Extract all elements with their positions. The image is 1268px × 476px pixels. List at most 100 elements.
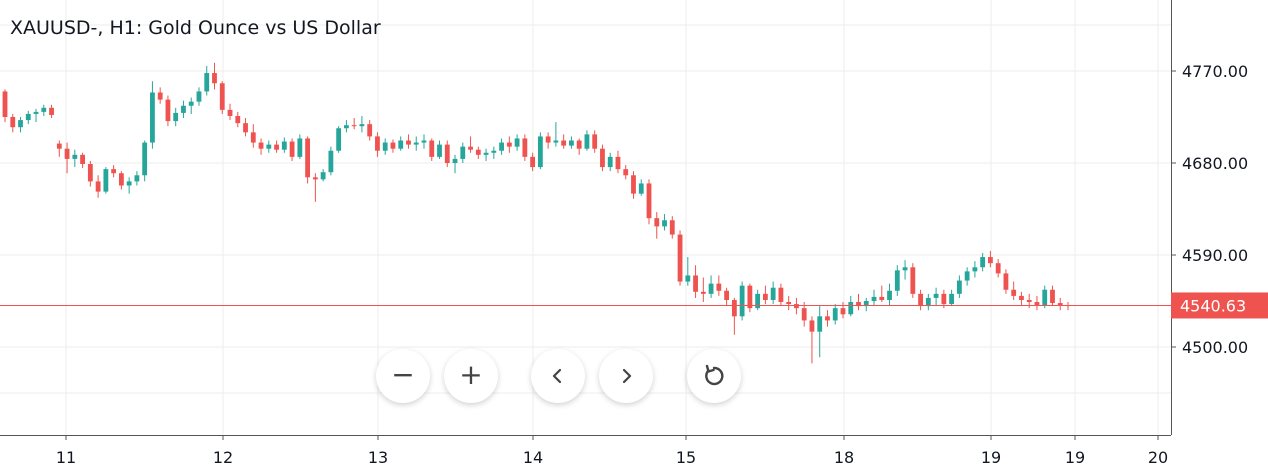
candle <box>320 169 326 182</box>
candle <box>894 265 900 296</box>
candle-body <box>196 91 202 102</box>
candle-body <box>297 138 303 157</box>
candle <box>165 95 171 127</box>
candle-body <box>949 293 955 305</box>
candle <box>569 136 574 149</box>
candle <box>988 250 993 268</box>
candle-body <box>95 181 101 192</box>
candle <box>95 175 101 198</box>
candle <box>150 81 155 149</box>
candle <box>770 281 776 305</box>
candle-body <box>483 152 489 155</box>
candle <box>1050 285 1055 307</box>
candle-body <box>584 134 590 149</box>
candle-body <box>460 146 466 159</box>
candle-body <box>933 293 939 298</box>
candle-body <box>801 308 807 321</box>
candle <box>1019 291 1024 307</box>
last-price-badge-bg <box>1171 292 1268 319</box>
zoom-out-button[interactable]: − <box>376 349 430 403</box>
candle <box>856 293 861 311</box>
candle-body <box>677 234 683 282</box>
candle <box>545 132 551 149</box>
candle-body <box>289 141 295 157</box>
candle <box>809 316 815 364</box>
candle-body <box>351 125 357 127</box>
candle <box>708 275 714 298</box>
candle-body <box>848 302 854 315</box>
candle-body <box>1050 289 1055 304</box>
candle-body <box>390 142 396 149</box>
candle <box>1057 297 1063 311</box>
candle-body <box>879 296 885 300</box>
candle-body <box>685 275 691 282</box>
candle-body <box>693 275 698 292</box>
candle-body <box>274 144 279 150</box>
candle <box>669 216 675 239</box>
candle-body <box>894 270 900 291</box>
candle <box>398 136 404 151</box>
candle <box>351 118 357 130</box>
candle <box>561 134 567 149</box>
candle <box>219 81 225 114</box>
candle <box>576 138 582 155</box>
candle <box>297 134 303 159</box>
candle <box>452 154 458 174</box>
candle <box>778 283 784 307</box>
candle <box>111 165 117 178</box>
candle <box>266 140 272 153</box>
candle <box>980 252 986 272</box>
candle <box>646 179 652 225</box>
candle-body <box>235 115 241 124</box>
candle <box>188 97 194 114</box>
candle-body <box>359 124 365 127</box>
candle-body <box>995 263 1001 274</box>
candle <box>281 137 287 153</box>
candle <box>312 173 318 202</box>
candle-body <box>204 73 210 92</box>
candle-body <box>607 156 613 168</box>
scroll-right-button[interactable] <box>599 349 653 403</box>
candle <box>863 297 869 312</box>
candle-body <box>646 183 652 219</box>
candle-body <box>631 175 636 194</box>
candle-body <box>832 308 838 321</box>
candle-body <box>902 267 908 271</box>
candle-body <box>25 113 31 121</box>
y-tick-label: 4770.00 <box>1182 62 1248 81</box>
candle-body <box>258 142 264 149</box>
y-tick-label: 4680.00 <box>1182 154 1248 173</box>
candle <box>840 302 846 319</box>
candle <box>794 297 799 315</box>
scroll-left-button[interactable] <box>531 349 585 403</box>
candle-body <box>623 169 629 176</box>
candle <box>118 171 124 190</box>
candle-body <box>863 301 869 307</box>
candle-body <box>553 140 559 143</box>
candle-body <box>227 109 233 116</box>
candle <box>1034 295 1040 311</box>
reset-chart-button[interactable] <box>687 349 741 403</box>
candle-body <box>80 154 85 165</box>
zoom-in-button[interactable]: + <box>444 349 498 403</box>
candle <box>592 130 598 153</box>
candle <box>250 124 256 148</box>
candle-body <box>786 302 792 305</box>
candle-layer <box>2 62 1071 364</box>
candle <box>1003 269 1009 294</box>
candle-body <box>840 308 846 315</box>
candle-body <box>569 140 574 146</box>
candle <box>801 302 807 327</box>
candle-body <box>755 293 761 309</box>
candle <box>274 140 279 153</box>
x-tick-label: 13 <box>368 448 388 467</box>
candle-body <box>918 293 923 307</box>
candle <box>514 134 520 151</box>
candle-body <box>638 183 644 194</box>
candle-body <box>87 164 93 182</box>
candle-body <box>157 92 163 100</box>
candle-body <box>468 146 473 150</box>
candle <box>343 120 349 133</box>
